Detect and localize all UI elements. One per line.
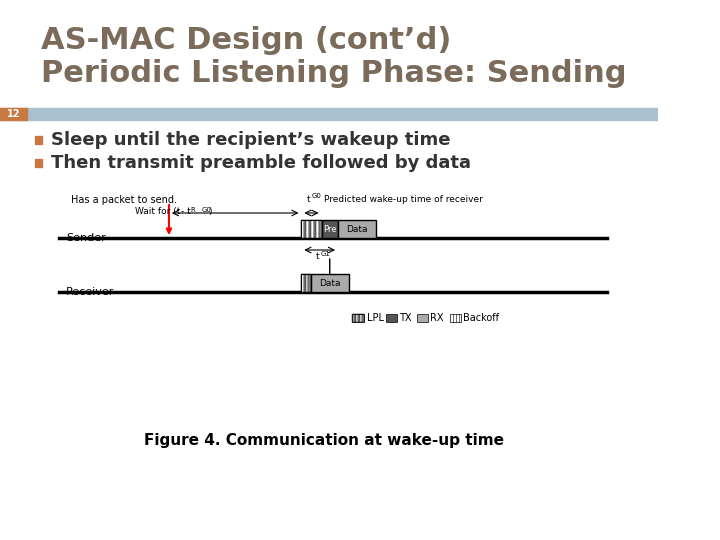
Text: Data: Data bbox=[319, 279, 341, 287]
Text: Receiver: Receiver bbox=[66, 287, 114, 297]
Bar bbox=[418, 314, 428, 322]
Bar bbox=[317, 220, 319, 238]
Text: t: t bbox=[316, 252, 320, 261]
Bar bbox=[304, 274, 306, 292]
Text: G0: G0 bbox=[202, 207, 212, 213]
Bar bbox=[338, 220, 377, 238]
Text: RX: RX bbox=[430, 313, 444, 323]
Text: Sleep until the recipient’s wakeup time: Sleep until the recipient’s wakeup time bbox=[51, 131, 451, 149]
Bar bbox=[35, 159, 42, 167]
Bar bbox=[308, 274, 310, 292]
Bar bbox=[302, 274, 304, 292]
Bar bbox=[450, 314, 462, 322]
Bar bbox=[307, 220, 309, 238]
Text: t: t bbox=[307, 195, 310, 204]
Text: Then transmit preamble followed by data: Then transmit preamble followed by data bbox=[51, 154, 471, 172]
Text: Backoff: Backoff bbox=[463, 313, 499, 323]
Text: Figure 4. Communication at wake-up time: Figure 4. Communication at wake-up time bbox=[144, 433, 504, 448]
Text: 12: 12 bbox=[7, 109, 20, 119]
Bar bbox=[302, 274, 310, 292]
Text: G1: G1 bbox=[320, 251, 330, 257]
Bar bbox=[309, 220, 312, 238]
Text: Predicted wake-up time of receiver: Predicted wake-up time of receiver bbox=[324, 195, 483, 204]
Bar bbox=[304, 220, 307, 238]
Text: - t: - t bbox=[181, 207, 191, 216]
Text: G0: G0 bbox=[312, 193, 321, 199]
Text: Has a packet to send.: Has a packet to send. bbox=[71, 195, 177, 205]
Bar bbox=[0, 108, 27, 120]
Text: ): ) bbox=[208, 207, 212, 216]
Bar bbox=[360, 314, 362, 322]
Text: Sender: Sender bbox=[66, 233, 106, 243]
Text: Pre: Pre bbox=[323, 225, 336, 233]
Bar bbox=[35, 136, 42, 144]
Bar bbox=[319, 220, 322, 238]
Bar bbox=[387, 314, 397, 322]
Text: AS-MAC Design (cont’d): AS-MAC Design (cont’d) bbox=[41, 26, 451, 55]
Bar bbox=[310, 274, 349, 292]
Bar bbox=[0, 108, 657, 120]
Bar bbox=[356, 314, 358, 322]
Bar bbox=[322, 220, 338, 238]
Bar bbox=[354, 314, 356, 322]
Bar bbox=[314, 220, 317, 238]
Bar bbox=[351, 314, 354, 322]
Text: R: R bbox=[190, 207, 194, 213]
Bar bbox=[302, 220, 322, 238]
Bar bbox=[358, 314, 360, 322]
Text: LPL: LPL bbox=[367, 313, 384, 323]
Text: TX: TX bbox=[399, 313, 412, 323]
Text: Data: Data bbox=[346, 225, 368, 233]
Bar bbox=[351, 314, 364, 322]
Text: Periodic Listening Phase: Sending: Periodic Listening Phase: Sending bbox=[41, 59, 626, 88]
Bar bbox=[312, 220, 314, 238]
Bar bbox=[302, 220, 304, 238]
Bar bbox=[306, 274, 308, 292]
Text: Wait for (t: Wait for (t bbox=[135, 207, 181, 216]
Bar bbox=[362, 314, 364, 322]
